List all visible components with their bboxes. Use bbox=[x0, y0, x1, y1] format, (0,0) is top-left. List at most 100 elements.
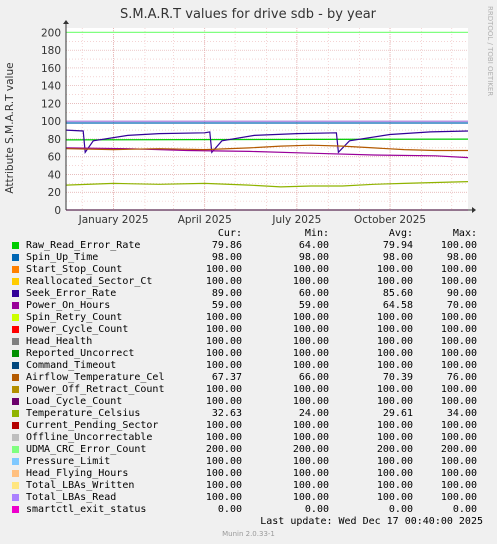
legend-value-max: 100.00 bbox=[440, 384, 477, 395]
legend-value-cur: 100.00 bbox=[205, 276, 242, 287]
legend-value-cur: 100.00 bbox=[205, 312, 242, 323]
legend-series-name: Raw_Read_Error_Rate bbox=[26, 240, 141, 251]
legend-item: Reported_Uncorrect 100.00 100.00 100.00 100.… bbox=[12, 348, 482, 360]
legend-swatch bbox=[12, 446, 19, 453]
legend-value-max: 100.00 bbox=[440, 432, 477, 443]
legend-rows: Raw_Read_Error_Rate 79.86 64.00 79.94 100.00… bbox=[12, 240, 482, 516]
legend-value-max: 100.00 bbox=[440, 360, 477, 371]
legend-series-name: Airflow_Temperature_Cel bbox=[26, 372, 165, 383]
legend-value-avg: 79.94 bbox=[382, 240, 413, 251]
legend-swatch bbox=[12, 482, 19, 489]
legend-item: Offline_Uncorrectable 100.00 100.00 100.00 1… bbox=[12, 432, 482, 444]
legend-value-min: 100.00 bbox=[292, 348, 329, 359]
legend-series-name: Pressure_Limit bbox=[26, 456, 111, 467]
legend-value-cur: 100.00 bbox=[205, 360, 242, 371]
legend-value-max: 90.00 bbox=[446, 288, 477, 299]
legend-value-avg: 64.58 bbox=[382, 300, 413, 311]
legend-item: Spin_Up_Time 98.00 98.00 98.00 98.00 bbox=[12, 252, 482, 264]
y-tick-label: 20 bbox=[48, 187, 61, 199]
legend-swatch bbox=[12, 338, 19, 345]
series-line bbox=[65, 138, 469, 141]
legend-item: Raw_Read_Error_Rate 79.86 64.00 79.94 100.00 bbox=[12, 240, 482, 252]
legend-item: Power_On_Hours 59.00 59.00 64.58 70.00 bbox=[12, 300, 482, 312]
legend-item: Head_Flying_Hours 100.00 100.00 100.00 100.0… bbox=[12, 468, 482, 480]
legend-value-min: 100.00 bbox=[292, 492, 329, 503]
series-lines bbox=[65, 31, 469, 211]
legend-value-min: 59.00 bbox=[298, 300, 329, 311]
legend-value-cur: 100.00 bbox=[205, 324, 242, 335]
last-update: Last update: Wed Dec 17 00:40:00 2025 bbox=[260, 516, 483, 527]
legend-value-cur: 100.00 bbox=[205, 456, 242, 467]
legend-swatch bbox=[12, 374, 19, 381]
legend-series-name: Load_Cycle_Count bbox=[26, 396, 123, 407]
legend-swatch bbox=[12, 362, 19, 369]
legend-value-max: 100.00 bbox=[440, 312, 477, 323]
legend-value-min: 100.00 bbox=[292, 456, 329, 467]
legend-series-name: UDMA_CRC_Error_Count bbox=[26, 444, 147, 455]
legend-value-cur: 67.37 bbox=[211, 372, 242, 383]
legend-value-max: 100.00 bbox=[440, 468, 477, 479]
series-line bbox=[65, 129, 469, 154]
legend-value-min: 60.00 bbox=[298, 288, 329, 299]
x-tick-label: January 2025 bbox=[78, 214, 149, 226]
legend-value-min: 100.00 bbox=[292, 360, 329, 371]
legend-value-min: 100.00 bbox=[292, 276, 329, 287]
legend-series-name: Spin_Up_Time bbox=[26, 252, 99, 263]
legend-swatch bbox=[12, 266, 19, 273]
legend-swatch bbox=[12, 242, 19, 249]
series-line bbox=[65, 181, 469, 188]
legend-swatch bbox=[12, 410, 19, 417]
axes bbox=[63, 20, 476, 213]
legend-swatch bbox=[12, 302, 19, 309]
legend-value-cur: 32.63 bbox=[211, 408, 242, 419]
legend-series-name: Current_Pending_Sector bbox=[26, 420, 159, 431]
legend-value-max: 0.00 bbox=[452, 504, 477, 515]
legend-series-name: Start_Stop_Count bbox=[26, 264, 123, 275]
plot-area bbox=[66, 28, 468, 210]
legend-value-max: 100.00 bbox=[440, 264, 477, 275]
legend-header: Cur: Min: Avg: Max: bbox=[12, 228, 482, 240]
y-tick-label: 180 bbox=[41, 45, 61, 57]
y-tick-label: 160 bbox=[41, 63, 61, 75]
legend-value-max: 100.00 bbox=[440, 456, 477, 467]
legend-header-avg: Avg: bbox=[388, 228, 413, 239]
x-axis-arrow bbox=[472, 207, 476, 213]
legend-value-cur: 200.00 bbox=[205, 444, 242, 455]
legend-value-max: 76.00 bbox=[446, 372, 477, 383]
legend-swatch bbox=[12, 458, 19, 465]
legend-series-name: Temperature_Celsius bbox=[26, 408, 141, 419]
legend-swatch bbox=[12, 434, 19, 441]
series-line bbox=[65, 144, 468, 152]
legend-series-name: Power_On_Hours bbox=[26, 300, 111, 311]
legend-value-max: 100.00 bbox=[440, 420, 477, 431]
y-axis-arrow bbox=[63, 20, 69, 24]
legend-value-min: 100.00 bbox=[292, 336, 329, 347]
chart-title: S.M.A.R.T values for drive sdb - by year bbox=[120, 7, 377, 22]
legend-value-avg: 100.00 bbox=[376, 420, 413, 431]
legend-item: Seek_Error_Rate 89.00 60.00 85.60 90.00 bbox=[12, 288, 482, 300]
legend-item: Total_LBAs_Read 100.00 100.00 100.00 100.00 bbox=[12, 492, 482, 504]
legend-item: Command_Timeout 100.00 100.00 100.00 100.00 bbox=[12, 360, 482, 372]
legend-value-avg: 200.00 bbox=[376, 444, 413, 455]
legend-value-avg: 0.00 bbox=[388, 504, 413, 515]
legend-item: Head_Health 100.00 100.00 100.00 100.00 bbox=[12, 336, 482, 348]
legend-value-avg: 98.00 bbox=[382, 252, 413, 263]
legend-value-avg: 70.39 bbox=[382, 372, 413, 383]
legend-value-min: 0.00 bbox=[304, 504, 329, 515]
y-tick-label: 80 bbox=[48, 134, 61, 146]
y-tick-label: 60 bbox=[48, 152, 61, 164]
legend-series-name: Reported_Uncorrect bbox=[26, 348, 135, 359]
legend-item: Airflow_Temperature_Cel 67.37 66.00 70.39 76… bbox=[12, 372, 482, 384]
legend-value-min: 200.00 bbox=[292, 444, 329, 455]
legend-value-min: 100.00 bbox=[292, 312, 329, 323]
legend-series-name: Power_Cycle_Count bbox=[26, 324, 129, 335]
legend-item: UDMA_CRC_Error_Count 200.00 200.00 200.00 20… bbox=[12, 444, 482, 456]
legend-value-avg: 85.60 bbox=[382, 288, 413, 299]
y-tick-label: 0 bbox=[54, 205, 61, 217]
legend-value-max: 100.00 bbox=[440, 336, 477, 347]
legend-value-cur: 100.00 bbox=[205, 468, 242, 479]
legend-value-max: 200.00 bbox=[440, 444, 477, 455]
legend-series-name: Spin_Retry_Count bbox=[26, 312, 123, 323]
legend-series-name: smartctl_exit_status bbox=[26, 504, 147, 515]
legend-swatch bbox=[12, 494, 19, 501]
